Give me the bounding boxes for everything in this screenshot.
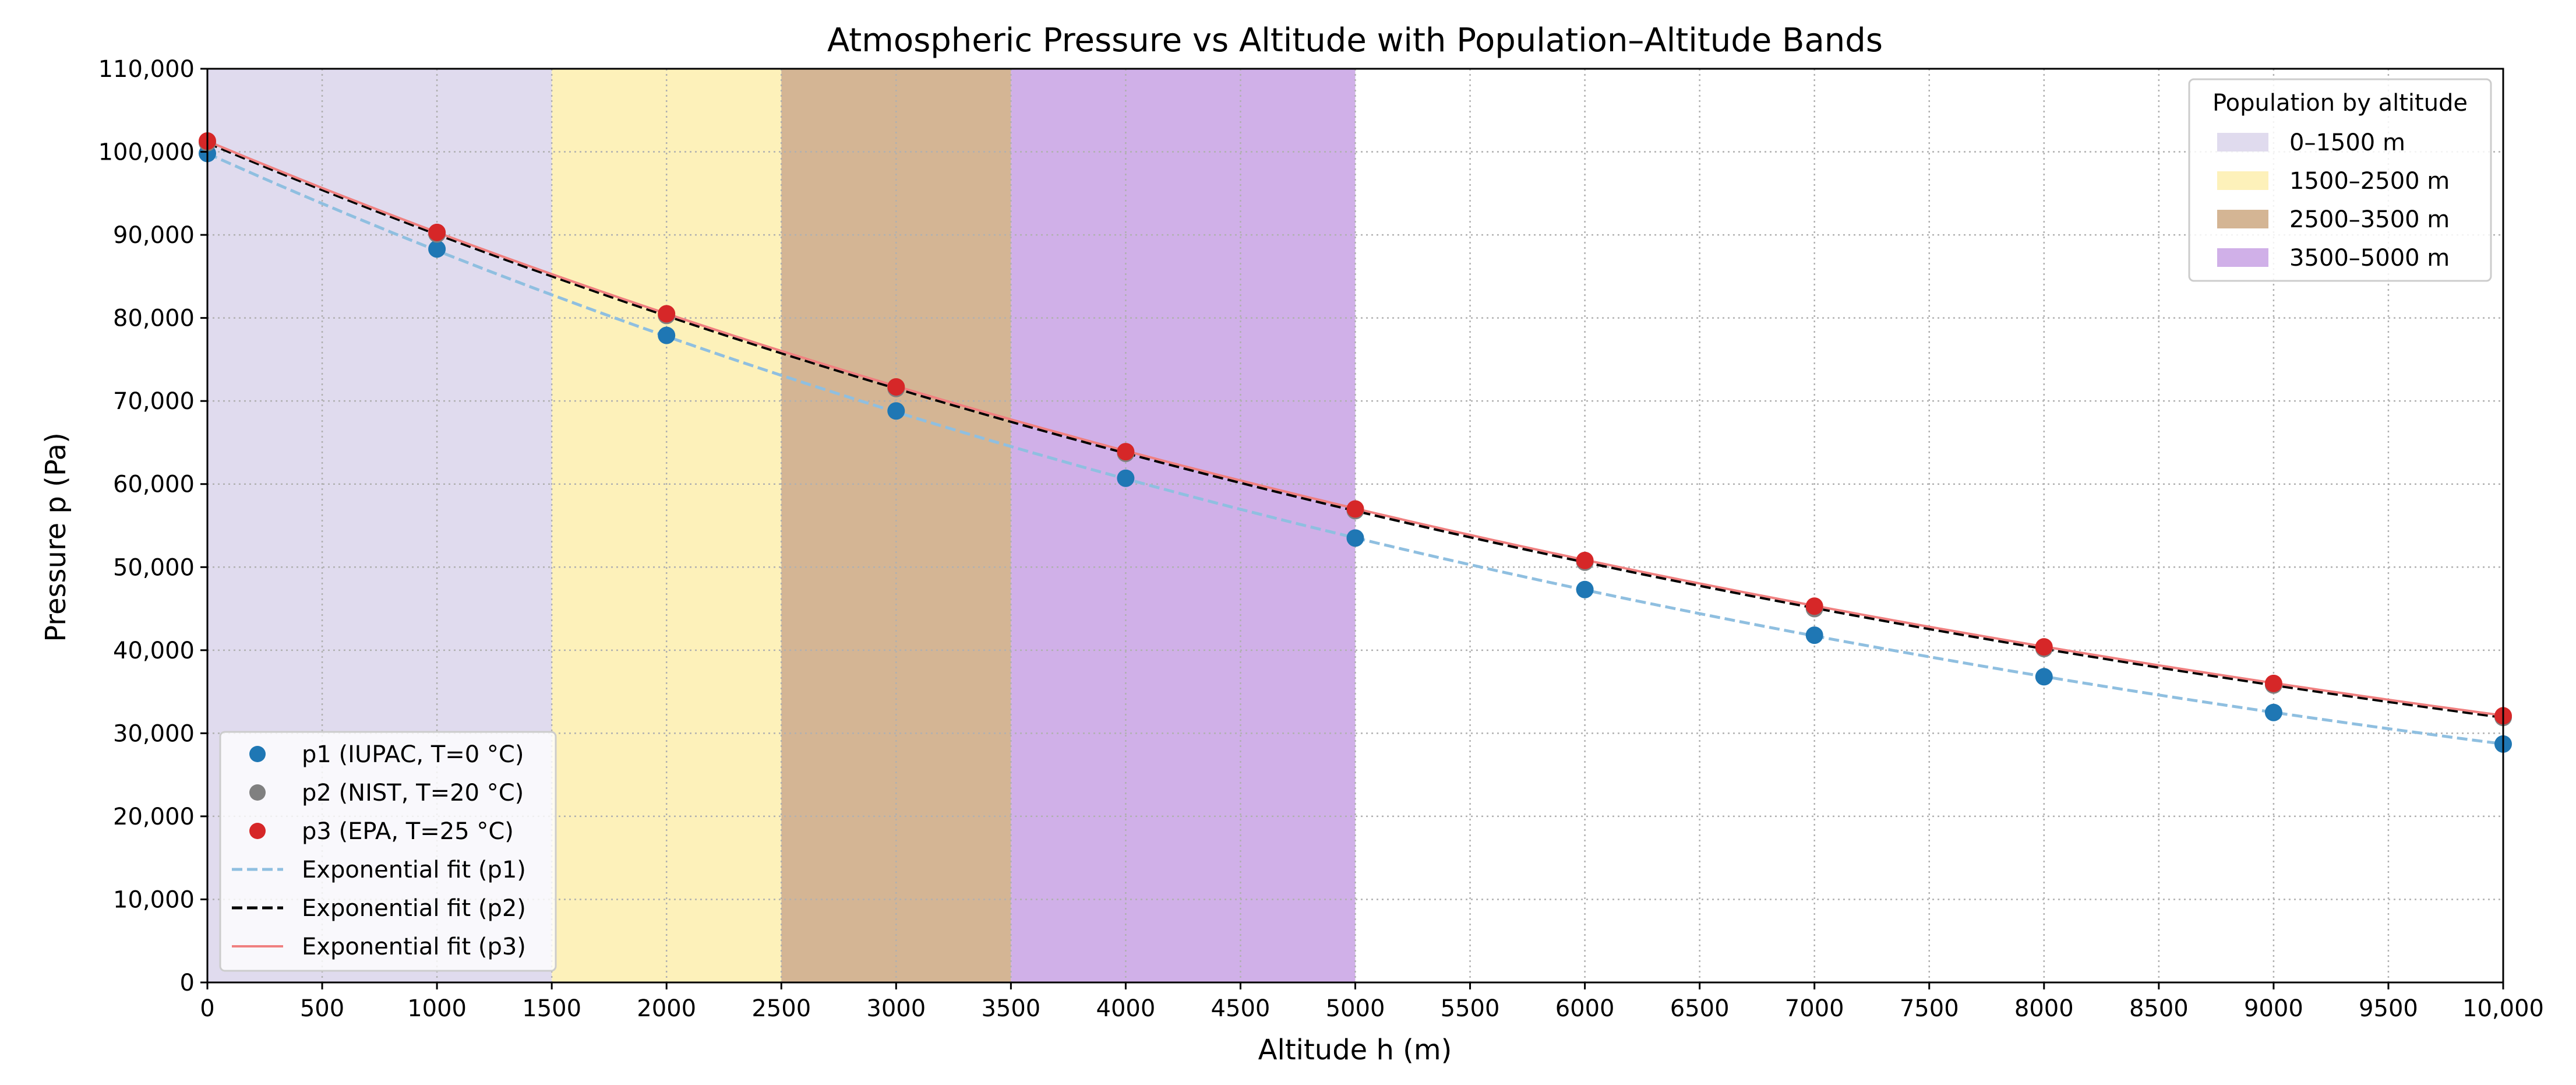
data-point-p3 (1346, 500, 1364, 518)
data-point-p1 (887, 402, 905, 420)
x-tick-label: 500 (300, 995, 344, 1022)
series-legend-label: p1 (IUPAC, T=0 °C) (302, 741, 524, 768)
y-tick-label: 80,000 (113, 305, 195, 332)
series-legend-box (219, 731, 557, 972)
data-point-p3 (1576, 551, 1594, 569)
x-tick-label: 3000 (866, 995, 926, 1022)
altitude-band-3 (1011, 69, 1356, 982)
band-legend-swatch-1 (2217, 171, 2268, 190)
band-legend-swatch-0 (2217, 133, 2268, 152)
data-point-p1 (1117, 469, 1135, 487)
data-point-p1 (1346, 529, 1364, 547)
axis-ticks: 0 500 1000 1500 2000 2500 3000 3500 4000 4500 5000… (98, 56, 2544, 1022)
x-tick-label: 10,000 (2462, 995, 2544, 1022)
y-axis-label: Pressure p (Pa) (40, 432, 72, 642)
x-axis-label: Altitude h (m) (1258, 1034, 1452, 1066)
data-point-p3 (2035, 638, 2053, 656)
x-tick-label: 6500 (1670, 995, 1730, 1022)
series-legend-marker-1 (249, 784, 266, 801)
y-tick-label: 40,000 (113, 637, 195, 664)
x-tick-label: 7500 (1900, 995, 1959, 1022)
data-point-p3 (1805, 597, 1823, 615)
data-point-p1 (428, 240, 446, 258)
band-legend: Population by altitude 0–1500 m 1500–2500 … (2188, 78, 2492, 282)
x-tick-label: 7000 (1785, 995, 1844, 1022)
data-point-p3 (887, 378, 905, 396)
series-legend: p1 (IUPAC, T=0 °C) p2 (NIST, T=20 °C) p3 (… (219, 731, 557, 972)
series-legend-marker-0 (249, 746, 266, 762)
y-tick-label: 110,000 (98, 56, 195, 83)
y-tick-label: 70,000 (113, 388, 195, 415)
x-tick-label: 9000 (2244, 995, 2303, 1022)
x-tick-label: 9500 (2359, 995, 2418, 1022)
x-tick-label: 2500 (751, 995, 811, 1022)
data-point-p1 (658, 326, 676, 344)
y-tick-label: 100,000 (98, 139, 195, 166)
x-tick-label: 2000 (637, 995, 696, 1022)
data-point-p1 (1805, 626, 1823, 644)
x-tick-label: 1000 (407, 995, 467, 1022)
y-tick-label: 30,000 (113, 720, 195, 747)
data-point-p1 (2035, 668, 2053, 686)
y-tick-label: 20,000 (113, 804, 195, 830)
y-tick-label: 90,000 (113, 222, 195, 249)
chart-title: Atmospheric Pressure vs Altitude with Po… (827, 22, 1883, 59)
band-legend-title: Population by altitude (2212, 90, 2468, 117)
band-legend-label: 1500–2500 m (2289, 168, 2450, 195)
data-point-p3 (428, 223, 446, 241)
series-legend-label: Exponential fit (p2) (302, 895, 526, 922)
data-point-p1 (1576, 580, 1594, 598)
data-points (199, 132, 2512, 753)
data-point-p3 (1117, 443, 1135, 461)
band-legend-swatch-2 (2217, 210, 2268, 228)
x-tick-label: 8000 (2014, 995, 2074, 1022)
x-tick-label: 5000 (1326, 995, 1385, 1022)
y-tick-label: 0 (180, 970, 195, 996)
x-tick-label: 4500 (1211, 995, 1271, 1022)
data-point-p1 (2264, 703, 2282, 721)
band-legend-box (2188, 78, 2492, 282)
x-tick-label: 5500 (1441, 995, 1500, 1022)
band-legend-label: 2500–3500 m (2289, 206, 2450, 233)
x-tick-label: 4000 (1096, 995, 1156, 1022)
series-legend-label: p3 (EPA, T=25 °C) (302, 818, 514, 845)
y-tick-label: 10,000 (113, 886, 195, 913)
band-legend-label: 0–1500 m (2289, 129, 2405, 156)
data-point-p3 (658, 305, 676, 323)
band-legend-swatch-3 (2217, 248, 2268, 267)
data-point-p3 (2264, 674, 2282, 692)
x-tick-label: 1500 (522, 995, 581, 1022)
y-tick-label: 60,000 (113, 471, 195, 498)
x-tick-label: 8500 (2129, 995, 2189, 1022)
x-tick-label: 6000 (1555, 995, 1615, 1022)
band-legend-label: 3500–5000 m (2289, 245, 2450, 272)
series-legend-label: p2 (NIST, T=20 °C) (302, 780, 524, 806)
series-legend-marker-2 (249, 823, 266, 839)
x-tick-label: 3500 (981, 995, 1040, 1022)
series-legend-label: Exponential fit (p3) (302, 933, 526, 960)
y-tick-label: 50,000 (113, 554, 195, 581)
series-legend-label: Exponential fit (p1) (302, 857, 526, 883)
x-tick-label: 0 (200, 995, 214, 1022)
